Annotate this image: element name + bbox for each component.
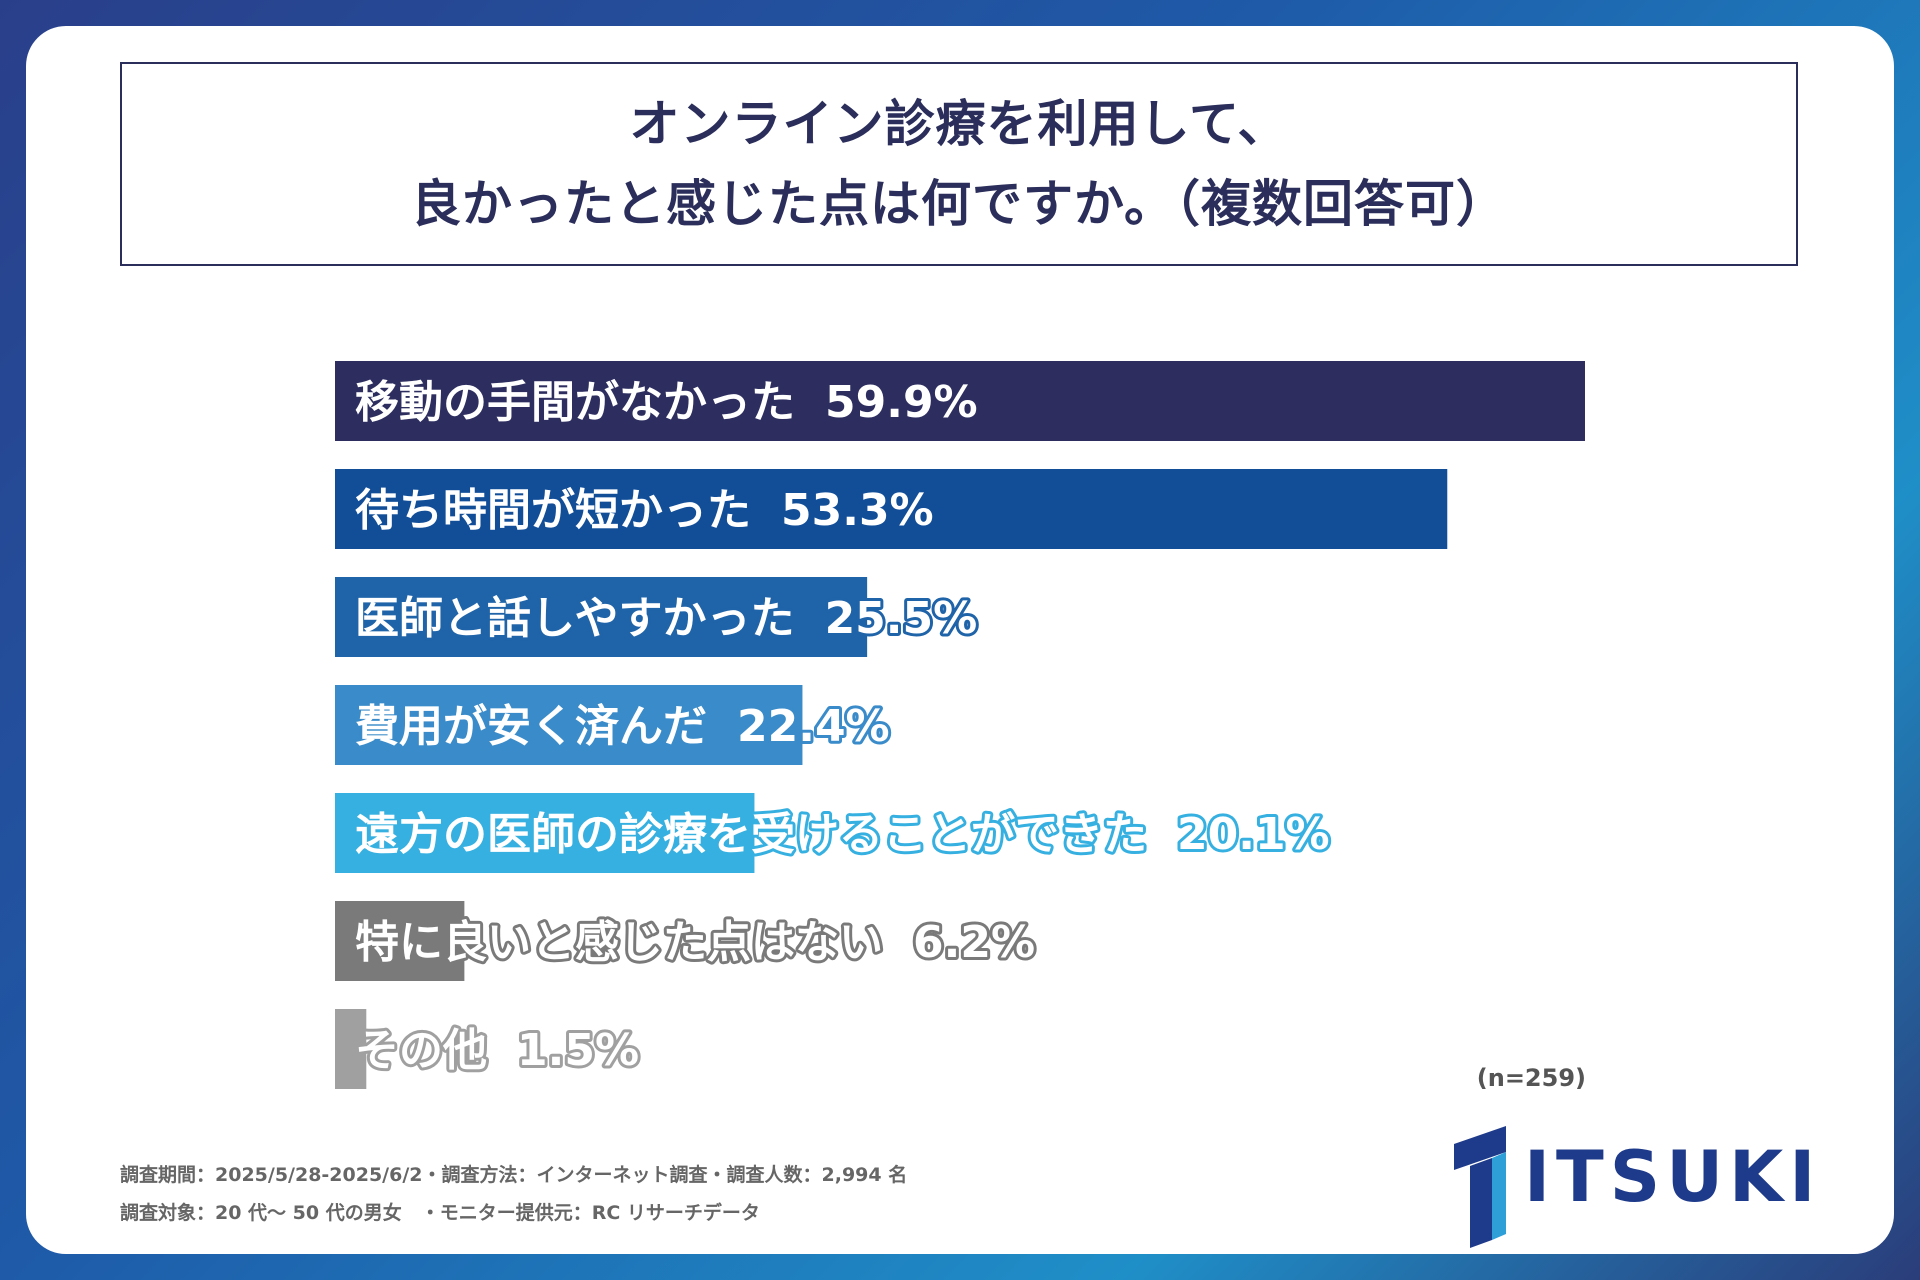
bar-label-1: 移動の手間がなかった 59.9% bbox=[355, 377, 978, 428]
bar-label-6: 特に良いと感じた点はない 6.2% bbox=[355, 917, 1035, 968]
value-label-1: 59.9% bbox=[825, 377, 978, 428]
bar-4 bbox=[335, 685, 803, 765]
value-label-2: 53.3% bbox=[781, 485, 934, 536]
sample-size-note: (n=259) bbox=[1476, 1064, 1586, 1092]
category-label-5: 遠方の医師の診療を受けることができた bbox=[355, 809, 1147, 860]
bar-5 bbox=[335, 793, 755, 873]
bar-2 bbox=[335, 469, 1448, 549]
value-label-3: 25.5% bbox=[825, 593, 978, 644]
category-label-2: 待ち時間が短かった bbox=[355, 485, 751, 536]
category-label-6: 特に良いと感じた点はない bbox=[355, 917, 883, 968]
itsuki-logo: ITSUKI bbox=[1444, 1118, 1815, 1248]
category-label-3: 医師と話しやすかった bbox=[355, 593, 795, 644]
bar-6 bbox=[335, 901, 465, 981]
bar-label-2: 待ち時間が短かった 53.3% bbox=[355, 485, 934, 536]
title-box: オンライン診療を利用して、 良かったと感じた点は何ですか。（複数回答可） bbox=[120, 62, 1798, 266]
category-label-1: 移動の手間がなかった bbox=[355, 377, 795, 428]
logo-mark-icon bbox=[1454, 1126, 1506, 1248]
title-line-2: 良かったと感じた点は何ですか。（複数回答可） bbox=[411, 175, 1507, 233]
survey-footnote-2: 調査対象：20 代〜 50 代の男女 ・モニター提供元：RC リサーチデータ bbox=[120, 1202, 760, 1224]
title-line-1: オンライン診療を利用して、 bbox=[629, 95, 1289, 153]
survey-footnote-1: 調査期間：2025/5/28-2025/6/2・調査方法：インターネット調査・調… bbox=[120, 1164, 908, 1186]
bar-label-5: 遠方の医師の診療を受けることができた 20.1% bbox=[355, 809, 1330, 860]
bar-label-7: その他 1.5% bbox=[355, 1025, 639, 1076]
bar-3 bbox=[335, 577, 868, 657]
category-label-4: 費用が安く済んだ bbox=[355, 701, 707, 752]
bar-7 bbox=[335, 1009, 367, 1089]
logo-text: ITSUKI bbox=[1524, 1136, 1822, 1218]
bar-label-3: 医師と話しやすかった 25.5% bbox=[355, 593, 977, 644]
bar-label-4: 費用が安く済んだ 22.4% bbox=[355, 701, 890, 752]
value-label-6: 6.2% bbox=[913, 917, 1035, 968]
value-label-4: 22.4% bbox=[737, 701, 890, 752]
category-label-7: その他 bbox=[355, 1025, 487, 1076]
value-label-5: 20.1% bbox=[1177, 809, 1330, 860]
bar-1 bbox=[335, 361, 1585, 441]
value-label-7: 1.5% bbox=[517, 1025, 639, 1076]
